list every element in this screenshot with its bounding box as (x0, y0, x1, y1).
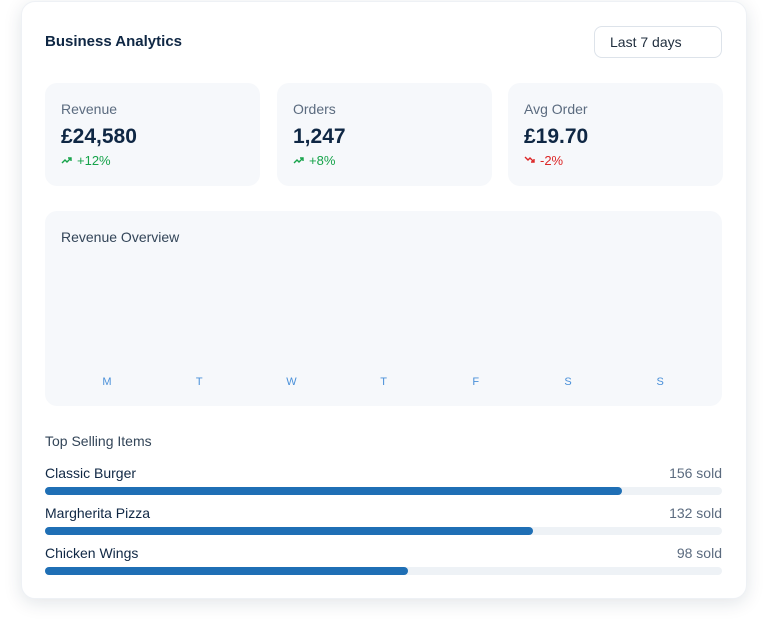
trend-icon (293, 157, 304, 164)
day-label: S (564, 376, 572, 388)
stat-card: Revenue £24,580 +12% (45, 83, 260, 186)
item-bar (45, 527, 534, 535)
stat-value: £24,580 (61, 125, 137, 148)
item-name: Classic Burger (45, 465, 137, 481)
stat-change: +8% (309, 153, 336, 168)
item-track (45, 567, 722, 575)
item-sold: 98 sold (676, 545, 722, 561)
stat-label: Revenue (61, 101, 118, 117)
trend-icon (61, 157, 72, 164)
stat-value: 1,247 (293, 125, 346, 148)
stat-change: +12% (77, 153, 111, 168)
card-title: Business Analytics (45, 33, 182, 50)
day-label: F (472, 376, 480, 388)
stat-change: -2% (540, 153, 564, 168)
top-items-title: Top Selling Items (45, 433, 152, 449)
item-sold: 132 sold (669, 505, 722, 521)
item-name: Margherita Pizza (45, 505, 151, 521)
day-label: T (195, 376, 203, 388)
item-track (45, 527, 722, 535)
day-label: T (380, 376, 387, 388)
day-label: S (656, 376, 664, 388)
item-sold: 156 sold (669, 465, 722, 481)
stat-label: Orders (293, 101, 336, 117)
item-bar (45, 567, 408, 575)
stat-value: £19.70 (524, 125, 589, 148)
day-label: M (102, 376, 112, 388)
day-label: W (286, 376, 297, 388)
range-dropdown[interactable]: Last 7 days (594, 26, 722, 58)
overview-title: Revenue Overview (61, 229, 180, 245)
stat-card: Avg Order £19.70 -2% (508, 83, 723, 186)
revenue-overview: Revenue Overview M T W T F S S (45, 211, 722, 406)
stat-label: Avg Order (524, 101, 588, 117)
stat-card: Orders 1,247 +8% (277, 83, 492, 186)
trend-icon (524, 156, 535, 163)
item-bar (45, 487, 623, 495)
item-track (45, 487, 722, 495)
item-name: Chicken Wings (45, 545, 139, 561)
